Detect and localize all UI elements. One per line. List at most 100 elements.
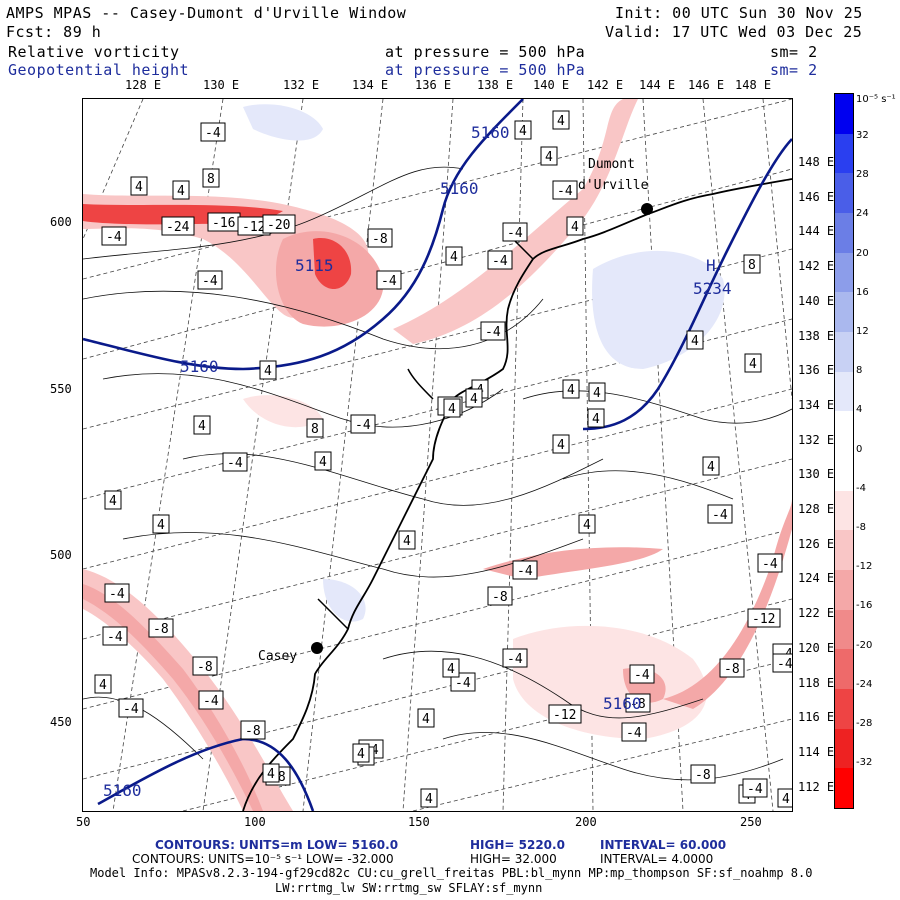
vorticity-contour-label: -4	[104, 583, 130, 603]
top-longitude-label: 142 E	[587, 78, 624, 92]
right-edge-label: 148 E	[798, 155, 835, 169]
colorbar-segment	[835, 451, 853, 491]
footer-height-interval-wrap: INTERVAL= 60.000	[600, 838, 726, 852]
vorticity-contour-label: -8	[148, 618, 174, 638]
y-axis-tick: 500	[50, 548, 72, 562]
vorticity-contour-label: 4	[152, 514, 170, 534]
right-edge-label: 120 E	[798, 640, 835, 655]
vorticity-contour-label: -8	[192, 656, 218, 676]
vorticity-contour-label: -16	[207, 212, 241, 232]
vorticity-contour-label: 4	[314, 451, 332, 471]
vorticity-contour-label-text: -16	[212, 216, 235, 231]
vorticity-contour-label-text: 4	[782, 792, 790, 807]
vorticity-contour-label-text: 4	[425, 792, 433, 807]
colorbar-tick: 24	[856, 208, 869, 220]
y-axis-tick: 600	[50, 215, 72, 229]
vorticity-contour-label: 4	[777, 788, 792, 808]
vorticity-contour-label-text: -4	[227, 456, 243, 471]
colorbar-segment	[835, 252, 853, 293]
vorticity-contour-label: -4	[512, 560, 538, 580]
vorticity-contour-label-text: -4	[485, 325, 501, 340]
vorticity-contour-label: 4	[262, 763, 280, 783]
colorbar-tick: -4	[856, 482, 866, 494]
right-edge-label: 146 E	[798, 189, 835, 204]
vorticity-contour-label-text: 4	[422, 712, 430, 727]
forecast-hour: Fcst: 89 h	[6, 23, 102, 41]
x-axis-tick: 200	[575, 815, 597, 829]
colorbar-tick: -8	[856, 522, 866, 533]
colorbar-tick: -12	[856, 561, 873, 573]
colorbar-segment	[835, 173, 853, 213]
casey-station-dot[interactable]	[311, 642, 323, 654]
vorticity-contour-label: -4	[376, 270, 402, 290]
vorticity-contour-label-text: 4	[264, 364, 272, 379]
low-label-5115: 5115	[295, 256, 334, 275]
vorticity-contour-label-text: -4	[626, 726, 642, 741]
vorticity-contour-label-text: 4	[593, 386, 601, 401]
vorticity-contour-label-text: 4	[545, 150, 553, 165]
vorticity-contour-label-text: -8	[153, 622, 169, 637]
vorticity-contour-label-text: 4	[403, 534, 411, 549]
colorbar-tick: -32	[856, 757, 873, 769]
vorticity-contour-label-text: -4	[455, 676, 471, 691]
vorticity-contour-label: 4	[540, 146, 558, 166]
vorticity-contour-label: -8	[367, 228, 393, 248]
vorticity-contour-label-text: 4	[157, 518, 165, 533]
vorticity-contour-label: -12	[747, 608, 781, 628]
footer-height-high: HIGH= 5220.0	[470, 838, 565, 852]
vorticity-contour-label-text: -8	[197, 660, 213, 675]
vorticity-contour-label: 8	[306, 418, 324, 438]
vorticity-contour-label-text: -20	[267, 218, 290, 233]
top-longitude-label: 130 E	[203, 78, 240, 92]
vorticity-contour-label-text: 4	[707, 460, 715, 475]
vorticity-contour-label-text: -4	[205, 126, 221, 141]
vorticity-contour-label: -4	[629, 664, 655, 684]
vorticity-contour-label-text: -8	[695, 768, 711, 783]
top-longitude-label: 148 E	[735, 78, 772, 92]
high-marker-h: H	[706, 256, 716, 275]
vorticity-contour-label: -4	[102, 626, 128, 646]
colorbar-tick: 28	[856, 169, 869, 181]
vorticity-contour-label-text: -4	[712, 508, 728, 523]
vorticity-contour-label-text: -4	[381, 274, 397, 289]
vorticity-contour-label: -8	[487, 586, 513, 606]
vorticity-contour-label: -4	[707, 504, 733, 524]
right-edge-label: 130 E	[798, 467, 835, 482]
top-longitude-label: 144 E	[639, 78, 676, 92]
vorticity-shading	[83, 99, 792, 811]
vorticity-contour-label: -4	[198, 690, 224, 710]
vorticity-contour-label: 4	[442, 658, 460, 678]
vorticity-contour-label: -4	[480, 321, 506, 341]
colorbar-tick: 12	[856, 326, 869, 337]
vorticity-contour-label-text: 4	[749, 357, 757, 372]
right-edge-label: 126 E	[798, 536, 835, 551]
colorbar-segment	[835, 570, 853, 610]
vorticity-contour-label-text: 8	[748, 258, 756, 273]
top-longitude-label: 136 E	[415, 78, 452, 92]
vorticity-contour-label-text: -4	[507, 226, 523, 241]
vorticity-contour-label-text: -4	[762, 557, 778, 572]
colorbar-tick: 20	[856, 247, 869, 259]
dumont-durville-station-dot[interactable]	[641, 203, 653, 215]
vorticity-contour-label: -4	[200, 122, 226, 142]
vorticity-contour-label-text: 4	[691, 334, 699, 349]
footer-height-low: CONTOURS: UNITS=m LOW= 5160.0	[155, 838, 399, 852]
top-longitude-label: 140 E	[533, 78, 570, 92]
vorticity-contour-label-text: 4	[109, 494, 117, 509]
vorticity-contour-label-text: 4	[267, 767, 275, 782]
vorticity-contour-label: -4	[621, 722, 647, 742]
vorticity-contour-label: -4	[222, 452, 248, 472]
vorticity-contour-label: 4	[172, 180, 190, 200]
colorbar-units: 10⁻⁵ s⁻¹	[856, 94, 896, 105]
vorticity-contour-label-text: -8	[492, 590, 508, 605]
map-panel: -4 4 8 4 4 -24 -16 -12 -20 -4 -4 -8 -4 8 4 4 -4 -4 4 -4 4 -4 4…	[82, 98, 793, 812]
vorticity-contour-label: -4	[742, 778, 768, 798]
field1-name: Relative vorticity	[8, 43, 180, 61]
vorticity-contour-label: 4	[514, 120, 532, 140]
colorbar-segment	[835, 292, 853, 332]
map-svg: -4 484 4-24 -16 -12 -20-4-4 -8-4844-4-44-44-44…	[83, 99, 792, 811]
right-edge-label: 140 E	[798, 293, 835, 308]
vorticity-contour-label-text: -4	[203, 694, 219, 709]
height-label-5160-e: 5160	[603, 694, 642, 713]
vorticity-contour-label-text: -4	[517, 564, 533, 579]
